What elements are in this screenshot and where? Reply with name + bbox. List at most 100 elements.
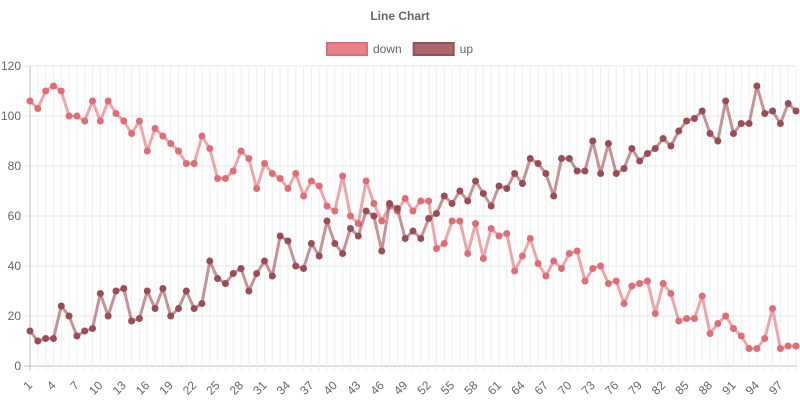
data-point-down[interactable]: [636, 280, 644, 287]
data-point-up[interactable]: [323, 217, 331, 225]
data-point-up[interactable]: [589, 137, 597, 145]
data-point-down[interactable]: [362, 177, 370, 185]
data-point-up[interactable]: [643, 150, 651, 157]
data-point-up[interactable]: [370, 212, 378, 220]
data-point-up[interactable]: [268, 272, 276, 280]
data-point-up[interactable]: [331, 240, 339, 247]
data-point-up[interactable]: [206, 257, 214, 265]
data-point-up[interactable]: [284, 237, 292, 245]
data-point-up[interactable]: [253, 270, 261, 277]
data-point-up[interactable]: [432, 210, 440, 217]
data-point-down[interactable]: [175, 147, 183, 155]
data-point-up[interactable]: [581, 167, 589, 175]
data-point-down[interactable]: [589, 265, 597, 272]
data-point-down[interactable]: [190, 160, 198, 167]
data-point-up[interactable]: [81, 327, 89, 335]
legend-item-up[interactable]: up: [412, 42, 474, 56]
data-point-up[interactable]: [472, 177, 480, 185]
data-point-down[interactable]: [339, 172, 347, 180]
data-point-up[interactable]: [292, 262, 300, 270]
data-point-up[interactable]: [636, 157, 644, 165]
data-point-down[interactable]: [432, 245, 440, 252]
data-point-down[interactable]: [65, 112, 73, 120]
data-point-up[interactable]: [182, 287, 190, 295]
data-point-up[interactable]: [237, 265, 245, 272]
data-point-down[interactable]: [706, 330, 714, 337]
data-point-down[interactable]: [683, 315, 691, 322]
data-point-up[interactable]: [49, 335, 57, 342]
data-point-up[interactable]: [698, 107, 706, 115]
data-point-down[interactable]: [229, 167, 237, 175]
data-point-up[interactable]: [221, 280, 229, 287]
data-point-down[interactable]: [698, 292, 706, 300]
data-point-up[interactable]: [362, 207, 370, 215]
data-point-up[interactable]: [143, 287, 151, 295]
data-point-up[interactable]: [769, 107, 777, 115]
data-point-up[interactable]: [729, 130, 737, 137]
data-point-up[interactable]: [307, 240, 315, 247]
data-point-down[interactable]: [479, 255, 487, 262]
data-point-down[interactable]: [307, 177, 315, 185]
data-point-down[interactable]: [237, 147, 245, 155]
data-point-down[interactable]: [659, 280, 667, 287]
data-point-up[interactable]: [401, 235, 409, 242]
data-point-down[interactable]: [245, 155, 253, 162]
data-point-down[interactable]: [370, 200, 378, 207]
data-point-down[interactable]: [440, 240, 448, 247]
data-point-down[interactable]: [260, 160, 268, 167]
data-point-down[interactable]: [151, 125, 159, 132]
data-point-down[interactable]: [448, 217, 456, 225]
data-point-up[interactable]: [346, 225, 354, 232]
data-point-down[interactable]: [135, 117, 143, 125]
data-point-up[interactable]: [73, 332, 81, 340]
data-point-up[interactable]: [214, 275, 222, 282]
data-point-up[interactable]: [229, 270, 237, 277]
data-point-up[interactable]: [722, 97, 730, 105]
data-point-up[interactable]: [96, 290, 104, 297]
data-point-up[interactable]: [42, 335, 50, 342]
data-point-down[interactable]: [573, 247, 581, 255]
data-point-up[interactable]: [112, 287, 120, 295]
data-point-down[interactable]: [737, 332, 745, 340]
data-point-up[interactable]: [737, 120, 745, 127]
data-point-down[interactable]: [417, 197, 425, 205]
data-point-down[interactable]: [722, 312, 730, 320]
data-point-down[interactable]: [409, 207, 417, 215]
data-point-down[interactable]: [182, 160, 190, 167]
data-point-down[interactable]: [49, 82, 57, 90]
data-point-up[interactable]: [659, 135, 667, 142]
data-point-down[interactable]: [89, 97, 97, 105]
data-point-up[interactable]: [159, 285, 167, 292]
data-point-up[interactable]: [784, 100, 792, 107]
data-point-down[interactable]: [597, 262, 605, 270]
data-point-up[interactable]: [542, 170, 550, 177]
data-point-down[interactable]: [143, 147, 151, 155]
data-point-down[interactable]: [776, 345, 784, 352]
data-point-up[interactable]: [464, 197, 472, 205]
data-point-up[interactable]: [511, 170, 519, 177]
data-point-down[interactable]: [112, 110, 120, 117]
data-point-down[interactable]: [690, 315, 698, 322]
data-point-up[interactable]: [440, 192, 448, 200]
data-point-down[interactable]: [292, 170, 300, 177]
data-point-down[interactable]: [167, 140, 175, 147]
data-point-down[interactable]: [284, 185, 292, 192]
data-point-up[interactable]: [34, 337, 42, 345]
data-point-down[interactable]: [401, 195, 409, 202]
data-point-up[interactable]: [792, 107, 800, 115]
data-point-down[interactable]: [534, 260, 542, 267]
data-point-up[interactable]: [448, 200, 456, 207]
data-point-up[interactable]: [745, 120, 753, 127]
data-point-down[interactable]: [346, 212, 354, 220]
data-point-up[interactable]: [378, 247, 386, 255]
legend-item-down[interactable]: down: [325, 42, 402, 56]
data-point-up[interactable]: [558, 155, 566, 162]
data-point-up[interactable]: [518, 180, 526, 187]
data-point-up[interactable]: [479, 190, 487, 197]
data-point-down[interactable]: [159, 132, 167, 140]
data-point-up[interactable]: [300, 265, 308, 272]
data-point-down[interactable]: [643, 277, 651, 285]
data-point-up[interactable]: [573, 167, 581, 175]
data-point-down[interactable]: [253, 185, 261, 192]
data-point-down[interactable]: [487, 225, 495, 232]
